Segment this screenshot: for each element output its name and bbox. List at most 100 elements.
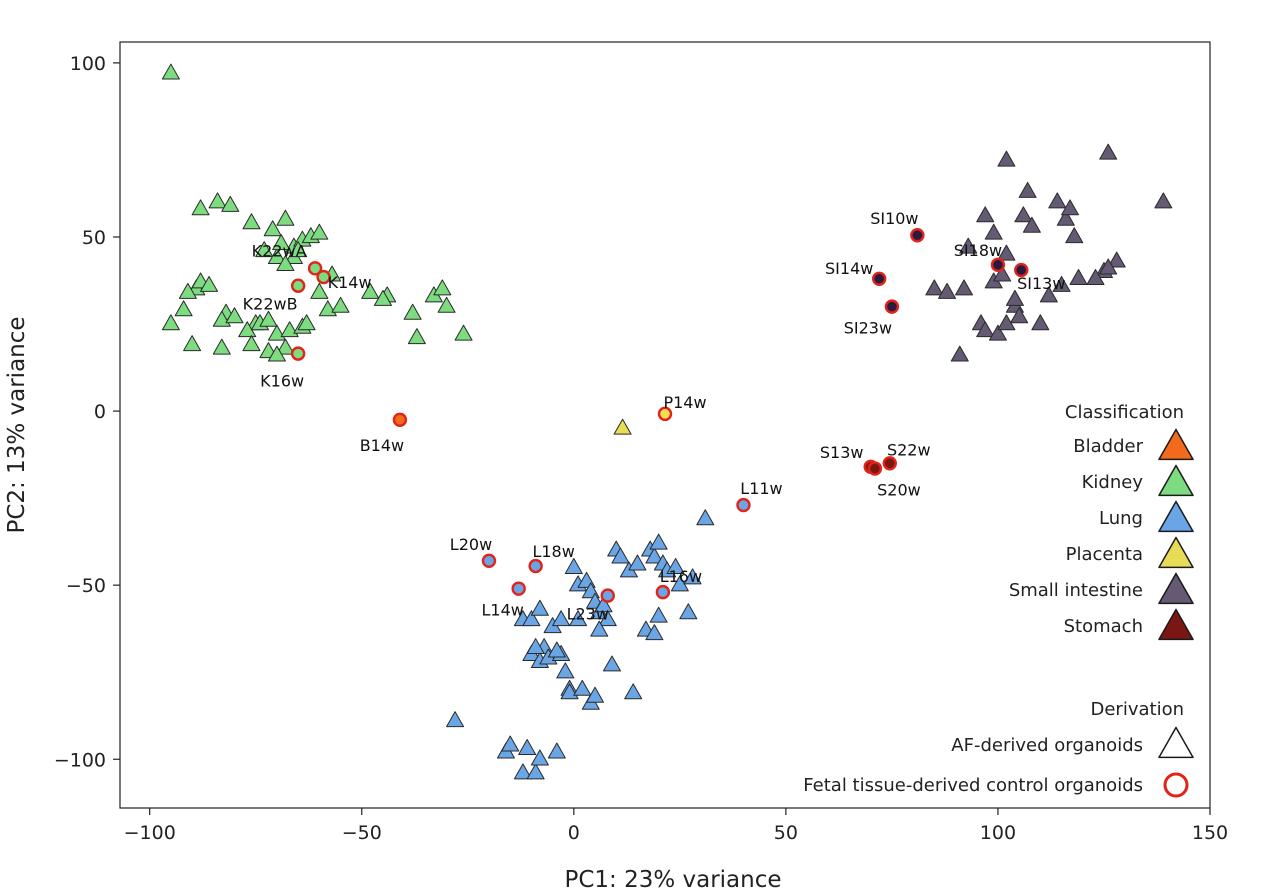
lung-af-point [666, 557, 685, 574]
small-intestine-control-point [990, 257, 1006, 273]
x-tick-label: 0 [568, 822, 580, 844]
bladder-control-point [392, 412, 408, 427]
kidney-af-point [200, 275, 219, 292]
lung-af-point [590, 620, 609, 637]
kidney-af-point [178, 282, 197, 299]
small-intestine-af-point [997, 150, 1016, 167]
point-labels: K22wA K14w K22wB K16w B14w P14w L11w L20w L14w L1… [243, 209, 1066, 623]
lung-af-point [556, 662, 575, 679]
kidney-af-point [267, 248, 286, 265]
kidney-af-point [310, 282, 329, 299]
kidney-af-point [276, 338, 295, 355]
legend-swatch-fetal-control [1163, 772, 1189, 798]
small-intestine-af-point [1014, 206, 1033, 223]
lung-af-point [547, 742, 566, 759]
small-intestine-af-point [1048, 192, 1067, 209]
legend-item-fetal-control: Fetal tissue-derived control organoids [803, 775, 1143, 796]
lung-control-point [528, 558, 543, 574]
lung-control-point [600, 588, 615, 603]
y-tick-label: −100 [54, 749, 106, 771]
lung-af-point [446, 711, 465, 728]
point-label-k22wa: K22wA [252, 241, 307, 260]
kidney-af-point [437, 296, 456, 313]
kidney-control-point [316, 269, 331, 285]
small-intestine-af-point [925, 279, 944, 296]
small-intestine-af-point [1154, 192, 1173, 209]
kidney-control-point [307, 261, 323, 276]
lung-af-point [569, 610, 588, 627]
x-tick-label: 150 [1192, 822, 1228, 844]
kidney-af-point [221, 195, 240, 212]
point-label-p14w: P14w [663, 393, 706, 412]
lung-af-point [522, 610, 541, 627]
kidney-af-point [259, 310, 278, 327]
point-label-l11w: L11w [740, 479, 782, 498]
lung-af-point [573, 679, 592, 696]
legend-swatch-af-derived [1158, 726, 1194, 759]
data-points [161, 63, 1173, 780]
x-tick-label: −100 [124, 822, 176, 844]
small-intestine-af-point [1018, 181, 1037, 198]
small-intestine-control-point [910, 228, 925, 243]
small-intestine-af-point [1065, 227, 1084, 244]
legend-item-stomach: Stomach [1064, 616, 1143, 637]
placenta-control-point [657, 406, 673, 422]
small-intestine-control-point [884, 299, 900, 314]
point-label-b14w: B14w [360, 436, 404, 455]
kidney-af-point [276, 255, 295, 272]
plot-frame [119, 41, 1211, 809]
legend-item-kidney: Kidney [1082, 472, 1144, 493]
lung-af-point [598, 610, 617, 627]
x-tick-label: 100 [980, 822, 1016, 844]
kidney-af-point [242, 335, 261, 352]
kidney-af-point [433, 279, 452, 296]
point-label-si14w: SI14w [825, 259, 873, 278]
lung-af-point [649, 533, 668, 550]
kidney-af-point [403, 303, 422, 320]
kidney-af-point [310, 223, 329, 240]
kidney-af-point [242, 213, 261, 230]
y-axis-title: PC2: 13% variance [4, 316, 30, 533]
point-label-si13w: SI13w [1017, 274, 1065, 293]
point-label-si23w: SI23w [844, 319, 892, 338]
small-intestine-af-point [997, 244, 1016, 261]
point-label-s22w: S22w [887, 440, 931, 459]
lung-af-point [564, 557, 583, 574]
lung-af-point [594, 596, 613, 613]
legend-item-placenta: Placenta [1066, 544, 1143, 565]
kidney-af-point [212, 338, 231, 355]
lung-af-point [624, 683, 643, 700]
kidney-af-point [454, 324, 473, 341]
x-tick-label: 50 [774, 822, 798, 844]
lung-af-point [586, 686, 605, 703]
point-label-l20w: L20w [450, 535, 492, 554]
y-tick-label: 0 [94, 401, 106, 423]
small-intestine-af-point [950, 345, 969, 362]
small-intestine-control-point [1014, 262, 1029, 278]
legend-derivation-title: Derivation [1091, 699, 1185, 720]
point-label-l14w: L14w [481, 601, 523, 620]
kidney-af-point [183, 335, 202, 352]
small-intestine-af-point [1031, 314, 1050, 331]
kidney-af-point [267, 345, 286, 362]
point-label-s13w: S13w [820, 443, 864, 462]
kidney-af-point [373, 289, 392, 306]
small-intestine-af-point [1086, 268, 1105, 285]
point-label-k14w: K14w [328, 273, 372, 292]
legend-item-af-derived: AF-derived organoids [951, 735, 1143, 756]
small-intestine-af-point [1069, 268, 1088, 285]
legend-swatch-bladder [1158, 428, 1194, 461]
point-label-l23w: L23w [567, 605, 609, 624]
y-tick-label: 100 [70, 53, 106, 75]
lung-af-point [696, 509, 715, 526]
lung-af-point [645, 547, 664, 564]
lung-af-point [526, 638, 545, 655]
point-label-k22wb: K22wB [243, 295, 298, 314]
stomach-control-point [867, 461, 883, 476]
kidney-af-point [255, 241, 274, 258]
kidney-af-point [331, 296, 350, 313]
legend-swatch-stomach [1158, 608, 1194, 641]
lung-af-point [602, 655, 621, 672]
small-intestine-af-point [1056, 209, 1075, 226]
lung-af-point [530, 749, 549, 766]
